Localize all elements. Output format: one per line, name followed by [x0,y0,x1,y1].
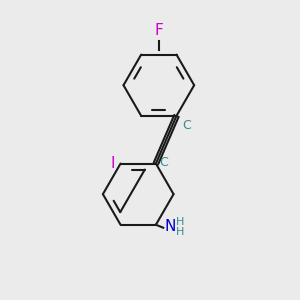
Text: C: C [182,119,190,132]
Text: C: C [159,156,168,169]
Text: F: F [154,23,163,38]
Text: H: H [176,227,184,237]
Text: H: H [176,217,184,227]
Text: I: I [110,156,115,171]
Text: N: N [165,219,176,234]
